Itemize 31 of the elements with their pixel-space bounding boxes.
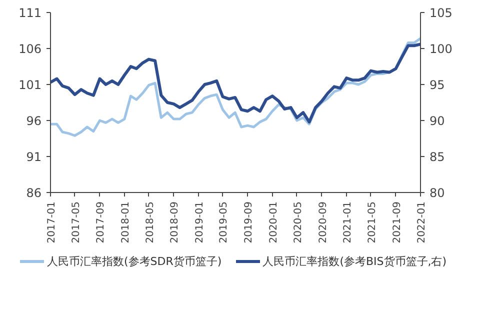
y-tick-label: 106 xyxy=(18,42,42,56)
x-tick-label: 2018-05 xyxy=(144,201,156,244)
legend-label: 人民币汇率指数(参考SDR货币篮子) xyxy=(47,254,222,270)
x-tick-label: 2021-09 xyxy=(392,201,403,244)
y2-tick-label: 105 xyxy=(430,6,452,20)
x-tick-label: 2018-01 xyxy=(120,201,132,244)
y-tick-label: 96 xyxy=(26,114,42,128)
y2-tick-label: 85 xyxy=(430,150,445,164)
y2-tick-label: 80 xyxy=(430,186,445,200)
x-tick-label: 2017-05 xyxy=(70,201,82,244)
x-tick-label: 2021-05 xyxy=(366,201,378,244)
y2-tick-label: 90 xyxy=(430,114,445,128)
y-tick-label: 111 xyxy=(18,6,42,20)
x-tick-label: 2017-09 xyxy=(96,201,107,244)
x-tick-label: 2019-09 xyxy=(244,201,255,244)
x-tick-label: 2020-09 xyxy=(318,201,329,244)
x-tick-label: 2020-01 xyxy=(268,201,280,244)
y-tick-label: 91 xyxy=(26,150,42,164)
x-tick-label: 2019-01 xyxy=(194,201,206,244)
x-tick-label: 2020-05 xyxy=(292,201,304,244)
y-tick-label: 101 xyxy=(18,78,42,92)
x-tick-label: 2019-05 xyxy=(218,201,230,244)
y2-tick-label: 100 xyxy=(430,42,452,56)
x-tick-label: 2021-01 xyxy=(342,201,354,244)
line-series xyxy=(50,42,420,124)
legend-label: 人民币汇率指数(参考BIS货币篮子,右) xyxy=(262,254,447,270)
y-tick-label: 86 xyxy=(26,186,42,200)
x-tick-label: 2022-01 xyxy=(416,201,428,244)
x-tick-label: 2017-01 xyxy=(46,201,58,244)
x-tick-label: 2018-09 xyxy=(170,201,181,244)
y2-tick-label: 95 xyxy=(430,78,445,92)
